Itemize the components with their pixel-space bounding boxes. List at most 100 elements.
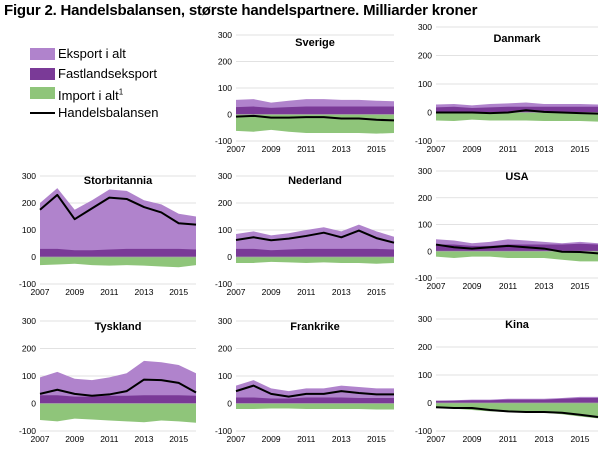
x-tick-label: 2007 <box>31 434 50 444</box>
legend-item-export: Eksport i alt <box>30 45 158 65</box>
y-tick-label: -100 <box>19 426 36 436</box>
chart-title-frankrike: Frankrike <box>290 321 340 333</box>
y-tick-label: 0 <box>227 399 232 409</box>
area-mainland-export <box>40 248 196 257</box>
y-tick-label: -100 <box>215 136 232 146</box>
x-tick-label: 2007 <box>427 434 446 444</box>
y-tick-label: 0 <box>31 252 36 262</box>
figure-title: Figur 2. Handelsbalansen, største handel… <box>4 2 478 19</box>
y-tick-label: 100 <box>22 225 36 235</box>
x-tick-label: 2009 <box>262 434 281 444</box>
area-mainland-export <box>436 106 598 113</box>
x-tick-label: 2013 <box>535 144 554 154</box>
x-tick-label: 2011 <box>297 434 316 444</box>
legend-label-mainland: Fastlandseksport <box>58 65 157 81</box>
area-import <box>236 257 394 264</box>
y-tick-label: -100 <box>215 279 232 289</box>
x-tick-label: 2011 <box>297 144 316 154</box>
y-tick-label: 100 <box>218 83 232 93</box>
legend-label-import: Import i alt1 <box>58 88 124 104</box>
area-import <box>436 251 598 262</box>
x-tick-label: 2015 <box>571 144 590 154</box>
chart-title-danmark: Danmark <box>493 33 541 45</box>
y-tick-label: 200 <box>418 51 432 61</box>
y-tick-label: 100 <box>22 371 36 381</box>
chart-tyskland: -100 0 100 200 300 2007 2009 2011 2013 2015 Tyskla… <box>19 316 197 444</box>
legend-footnote-mark: 1 <box>118 88 124 97</box>
legend-swatch-import <box>30 87 55 99</box>
y-tick-label: 100 <box>418 370 432 380</box>
area-import <box>40 403 196 423</box>
legend-label-balance: Handelsbalansen <box>58 104 159 120</box>
chart-storbritannia: -100 0 100 200 300 2007 2009 2011 2013 2015 Storbr… <box>19 171 197 297</box>
chart-usa: -100 0 100 200 300 2007 2009 2011 2013 2015 USA <box>415 166 599 291</box>
y-tick-label: 0 <box>427 108 432 118</box>
chart-title-tyskland: Tyskland <box>95 321 142 333</box>
legend-swatch-mainland <box>30 67 55 80</box>
y-tick-label: 200 <box>218 57 232 67</box>
x-tick-label: 2011 <box>100 287 119 297</box>
x-tick-label: 2015 <box>367 434 386 444</box>
y-tick-label: -100 <box>415 426 432 436</box>
y-tick-label: 200 <box>22 198 36 208</box>
chart-kina: -100 0 100 200 300 2007 2009 2011 2013 2015 Kina <box>415 314 599 444</box>
line-balance <box>235 229 395 244</box>
x-tick-label: 2009 <box>463 144 482 154</box>
x-tick-label: 2007 <box>427 144 446 154</box>
x-tick-label: 2013 <box>135 287 154 297</box>
x-tick-label: 2007 <box>227 144 246 154</box>
x-tick-label: 2013 <box>135 434 154 444</box>
x-tick-label: 2011 <box>499 434 518 444</box>
x-tick-label: 2009 <box>262 144 281 154</box>
x-tick-label: 2007 <box>31 287 50 297</box>
legend-item-balance: Handelsbalansen <box>30 104 158 124</box>
area-import <box>40 257 196 268</box>
chart-title-kina: Kina <box>505 319 530 331</box>
line-balance <box>435 243 599 255</box>
y-tick-label: -100 <box>415 136 432 146</box>
y-tick-label: 300 <box>218 171 232 181</box>
x-tick-label: 2015 <box>367 144 386 154</box>
chart-nederland: -100 0 100 200 300 2007 2009 2011 2013 2015 Nederl… <box>215 171 395 297</box>
y-tick-label: 200 <box>218 344 232 354</box>
y-tick-label: 300 <box>218 30 232 40</box>
legend-item-mainland: Fastlandseksport <box>30 65 158 85</box>
x-tick-label: 2015 <box>367 287 386 297</box>
x-tick-label: 2013 <box>332 434 351 444</box>
y-tick-label: 100 <box>218 371 232 381</box>
y-tick-label: 200 <box>418 342 432 352</box>
y-tick-label: -100 <box>415 273 432 283</box>
y-tick-label: 200 <box>22 344 36 354</box>
x-tick-label: 2015 <box>169 434 188 444</box>
x-tick-label: 2009 <box>262 287 281 297</box>
x-tick-label: 2009 <box>463 281 482 291</box>
area-export <box>40 360 196 404</box>
x-tick-label: 2009 <box>463 434 482 444</box>
legend-label-export: Eksport i alt <box>58 46 126 61</box>
y-tick-label: 300 <box>418 166 432 176</box>
area-mainland-export <box>40 395 196 404</box>
y-tick-label: 300 <box>418 22 432 32</box>
y-tick-label: 0 <box>227 110 232 120</box>
y-tick-label: 100 <box>418 79 432 89</box>
area-mainland-export <box>236 397 394 404</box>
y-tick-label: 300 <box>22 316 36 326</box>
x-tick-label: 2013 <box>332 144 351 154</box>
area-import <box>236 403 394 410</box>
legend-swatch-export <box>30 48 55 60</box>
area-export <box>236 380 394 404</box>
x-tick-label: 2013 <box>535 434 554 444</box>
x-tick-label: 2015 <box>571 434 590 444</box>
chart-title-sverige: Sverige <box>295 37 335 49</box>
x-tick-label: 2011 <box>499 281 518 291</box>
area-export <box>40 188 196 257</box>
y-tick-label: 200 <box>218 198 232 208</box>
x-tick-label: 2015 <box>571 281 590 291</box>
x-tick-label: 2015 <box>169 287 188 297</box>
x-tick-label: 2009 <box>65 287 84 297</box>
x-tick-label: 2009 <box>65 434 84 444</box>
x-tick-label: 2011 <box>499 144 518 154</box>
legend-line-balance <box>30 111 55 114</box>
x-tick-label: 2013 <box>535 281 554 291</box>
